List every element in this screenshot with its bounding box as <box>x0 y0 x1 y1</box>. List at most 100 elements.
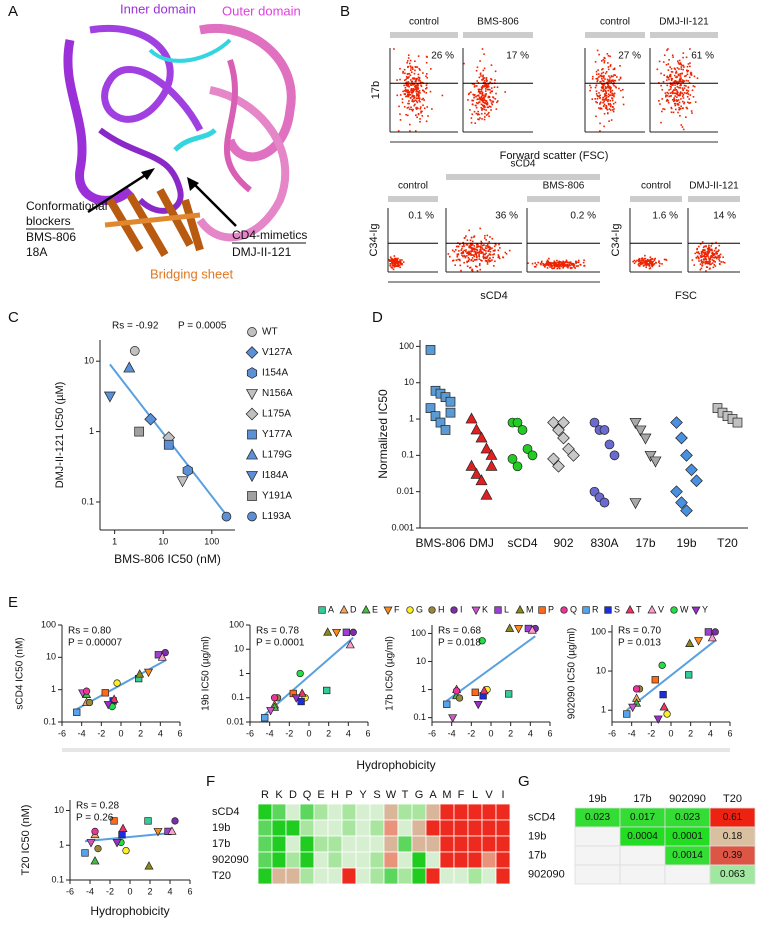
cell-dot <box>689 48 691 50</box>
cell-dot <box>481 247 483 249</box>
divider <box>62 748 730 752</box>
cell-dot <box>397 259 399 261</box>
x-tick-label: 6 <box>365 728 370 738</box>
cell-dot <box>604 95 606 97</box>
heatmap-cell <box>300 804 314 820</box>
marker <box>705 629 712 636</box>
heatmap-cell <box>426 836 440 852</box>
cell-dot <box>622 89 624 91</box>
cell-value: 0.023 <box>675 812 700 823</box>
cell-dot <box>665 92 667 94</box>
cell-dot <box>618 79 620 81</box>
cell-dot <box>599 103 601 105</box>
cell-dot <box>495 71 497 73</box>
cell-dot <box>680 105 682 107</box>
cell-dot <box>666 64 668 66</box>
cell-dot <box>489 257 491 259</box>
cell-dot <box>618 88 620 90</box>
heatmap-cell <box>328 852 342 868</box>
cell-dot <box>484 119 486 121</box>
column-label: S <box>373 789 380 801</box>
cell-dot <box>564 263 566 265</box>
heatmap-cell <box>300 836 314 852</box>
cell-dot <box>668 59 670 61</box>
cell-dot <box>395 258 397 260</box>
cell-dot <box>485 95 487 97</box>
x-tick-label: 10 <box>158 536 168 546</box>
cell-dot <box>650 263 652 265</box>
cell-dot <box>416 88 418 90</box>
cell-dot <box>426 62 428 64</box>
cell-dot <box>407 90 409 92</box>
cell-dot <box>674 80 676 82</box>
heatmap-cell <box>356 852 370 868</box>
cell-dot <box>670 88 672 90</box>
marker <box>605 440 614 449</box>
heatmap-cell <box>258 836 272 852</box>
cell-dot <box>472 244 474 246</box>
cell-dot <box>400 119 402 121</box>
x-tick-label: DMJ <box>469 536 494 550</box>
cell-dot <box>479 97 481 99</box>
cell-dot <box>601 60 603 62</box>
cell-dot <box>605 99 607 101</box>
cell-dot <box>483 95 485 97</box>
cell-dot <box>658 100 660 102</box>
cell-dot <box>663 81 665 83</box>
header-bar <box>463 32 533 38</box>
cell-dot <box>482 245 484 247</box>
cell-dot <box>661 111 663 113</box>
marker <box>528 451 537 460</box>
cell-value: 0.18 <box>723 831 743 842</box>
cell-dot <box>703 258 705 260</box>
cell-value: 0.017 <box>630 812 655 823</box>
cell-dot <box>608 104 610 106</box>
cell-dot <box>608 75 610 77</box>
cell-dot <box>670 92 672 94</box>
marker <box>474 701 482 708</box>
legend-label: F <box>394 604 400 614</box>
x-tick-label: -6 <box>608 728 616 738</box>
cell-dot <box>719 263 721 265</box>
cell-dot <box>486 260 488 262</box>
cell-dot <box>425 92 427 94</box>
legend-marker <box>247 389 258 399</box>
cell-dot <box>544 266 546 268</box>
cell-dot <box>679 60 681 62</box>
cell-dot <box>686 80 688 82</box>
cell-dot <box>666 99 668 101</box>
cell-dot <box>607 101 609 103</box>
cell-dot <box>589 85 591 87</box>
x-tick-label: 6 <box>547 728 552 738</box>
heatmap-cell <box>482 868 496 884</box>
cell-dot <box>488 106 490 108</box>
legend-label: W <box>680 604 689 614</box>
cell-value: 0.0004 <box>627 831 658 842</box>
cell-dot <box>479 265 481 267</box>
marker <box>640 434 651 444</box>
cell-dot <box>551 268 553 270</box>
cell-dot <box>470 244 472 246</box>
cell-dot <box>405 114 407 116</box>
x-tick-label: -2 <box>97 728 105 738</box>
cell-dot <box>715 252 717 254</box>
cell-dot <box>476 257 478 259</box>
heatmap-cell <box>300 820 314 836</box>
cell-dot <box>704 256 706 258</box>
heatmap-cell <box>342 804 356 820</box>
heatmap-cell <box>370 820 384 836</box>
percent-label: 1.6 % <box>652 211 678 222</box>
heatmap-cell <box>426 852 440 868</box>
cell-dot <box>644 261 646 263</box>
cell-dot <box>485 245 487 247</box>
y-tick-label: 100 <box>229 619 244 629</box>
annotation: Conformational <box>26 199 107 213</box>
cell-dot <box>485 93 487 95</box>
cell-dot <box>399 262 401 264</box>
cell-dot <box>603 99 605 101</box>
cell-dot <box>402 91 404 93</box>
cell-dot <box>698 251 700 253</box>
x-tick-label: 2 <box>138 728 143 738</box>
cell-dot <box>578 262 580 264</box>
cell-dot <box>491 64 493 66</box>
